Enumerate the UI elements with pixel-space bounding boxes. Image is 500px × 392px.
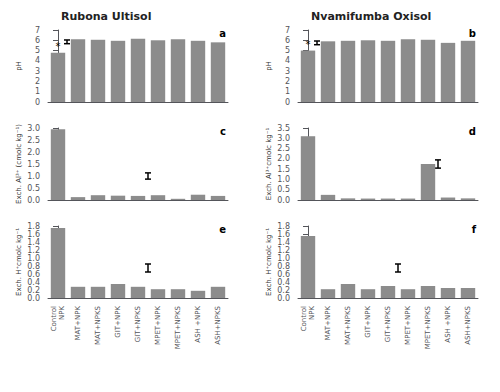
svg-text:2.0: 2.0 (277, 154, 290, 163)
svg-text:Control: Control (50, 306, 58, 331)
svg-text:b: b (469, 28, 476, 39)
svg-text:MAT+NPKS: MAT+NPKS (344, 305, 352, 344)
svg-text:1.5: 1.5 (27, 160, 40, 169)
svg-text:*: * (56, 41, 61, 52)
svg-text:0.0: 0.0 (277, 196, 290, 205)
svg-text:0.6: 0.6 (27, 270, 40, 279)
svg-text:4: 4 (285, 56, 290, 65)
svg-text:MPET+NPK: MPET+NPK (154, 306, 162, 345)
svg-text:1: 1 (285, 87, 290, 96)
svg-text:1.0: 1.0 (27, 254, 40, 263)
svg-text:*: * (306, 39, 311, 50)
svg-text:0.6: 0.6 (277, 270, 290, 279)
svg-text:ASH +NPK: ASH +NPK (444, 306, 452, 343)
svg-text:0.5: 0.5 (27, 184, 40, 193)
svg-text:1.8: 1.8 (27, 222, 40, 231)
svg-text:a: a (219, 28, 226, 39)
svg-text:7: 7 (35, 26, 40, 35)
svg-text:c: c (220, 126, 226, 137)
svg-text:ASH +NPK: ASH +NPK (194, 306, 202, 343)
svg-text:0: 0 (35, 98, 40, 107)
svg-text:1.4: 1.4 (277, 238, 290, 247)
svg-text:0.2: 0.2 (277, 286, 290, 295)
svg-text:0.4: 0.4 (27, 278, 40, 287)
svg-text:1.0: 1.0 (277, 254, 290, 263)
svg-text:0.8: 0.8 (277, 262, 290, 271)
svg-text:2.0: 2.0 (27, 148, 40, 157)
svg-text:0.8: 0.8 (27, 262, 40, 271)
svg-text:Exch. H⁺cmolc kg⁻¹: Exch. H⁺cmolc kg⁻¹ (265, 228, 273, 296)
svg-text:1.0: 1.0 (277, 175, 290, 184)
svg-text:2.5: 2.5 (277, 144, 290, 153)
svg-text:ASH+NPKS: ASH+NPKS (214, 305, 222, 344)
svg-text:NPK: NPK (308, 306, 316, 320)
svg-text:GIT+NPKS: GIT+NPKS (384, 305, 392, 342)
svg-text:Rubona Ultisol: Rubona Ultisol (61, 10, 151, 23)
svg-text:e: e (219, 224, 226, 235)
svg-text:1.6: 1.6 (277, 230, 290, 239)
svg-text:MPET+NPK: MPET+NPK (404, 306, 412, 345)
svg-text:3.0: 3.0 (277, 134, 290, 143)
svg-text:pH: pH (15, 61, 23, 71)
svg-text:3.5: 3.5 (277, 124, 290, 133)
svg-text:MAT+NPKS: MAT+NPKS (94, 305, 102, 344)
svg-text:Control: Control (300, 306, 308, 331)
svg-text:0.4: 0.4 (277, 278, 290, 287)
svg-text:6: 6 (35, 36, 40, 45)
svg-text:0.0: 0.0 (27, 294, 40, 303)
svg-text:GIT+NPK: GIT+NPK (114, 306, 122, 338)
svg-text:pH: pH (265, 61, 273, 71)
svg-text:0: 0 (285, 98, 290, 107)
svg-text:ASH+NPKS: ASH+NPKS (464, 305, 472, 344)
svg-text:4: 4 (35, 56, 40, 65)
svg-text:5: 5 (35, 46, 40, 55)
svg-text:0.5: 0.5 (277, 185, 290, 194)
svg-text:3.0: 3.0 (27, 124, 40, 133)
svg-text:5: 5 (285, 46, 290, 55)
svg-text:6: 6 (285, 36, 290, 45)
svg-text:Exch. Al³⁺cmolc kg⁻¹: Exch. Al³⁺cmolc kg⁻¹ (265, 128, 273, 201)
svg-text:0.0: 0.0 (277, 294, 290, 303)
svg-text:GIT+NPK: GIT+NPK (364, 306, 372, 338)
svg-text:1.4: 1.4 (27, 238, 40, 247)
svg-text:1.2: 1.2 (277, 246, 290, 255)
svg-text:Exch. Al³⁺ (cmolc kg⁻¹): Exch. Al³⁺ (cmolc kg⁻¹) (15, 124, 23, 204)
svg-text:MAT+NPK: MAT+NPK (74, 306, 82, 341)
svg-text:1: 1 (35, 87, 40, 96)
svg-text:0.0: 0.0 (27, 196, 40, 205)
svg-text:MPET+NPKS: MPET+NPKS (174, 305, 182, 349)
svg-text:2.5: 2.5 (27, 136, 40, 145)
svg-text:MAT+NPK: MAT+NPK (324, 306, 332, 341)
svg-text:2: 2 (35, 77, 40, 86)
svg-text:7: 7 (285, 26, 290, 35)
svg-text:1.2: 1.2 (27, 246, 40, 255)
svg-text:1.0: 1.0 (27, 172, 40, 181)
svg-text:NPK: NPK (58, 306, 66, 320)
svg-text:Exch. H⁺cmolc kg⁻¹: Exch. H⁺cmolc kg⁻¹ (15, 228, 23, 296)
svg-text:1.5: 1.5 (277, 165, 290, 174)
svg-text:GIT+NPKS: GIT+NPKS (134, 305, 142, 342)
svg-text:3: 3 (35, 67, 40, 76)
svg-text:f: f (472, 224, 477, 235)
svg-text:d: d (469, 126, 476, 137)
svg-text:2: 2 (285, 77, 290, 86)
svg-text:3: 3 (285, 67, 290, 76)
svg-text:1.8: 1.8 (277, 222, 290, 231)
svg-text:Nvamifumba Oxisol: Nvamifumba Oxisol (311, 10, 431, 23)
svg-text:0.2: 0.2 (27, 286, 40, 295)
svg-text:1.6: 1.6 (27, 230, 40, 239)
svg-text:MPET+NPKS: MPET+NPKS (424, 305, 432, 349)
